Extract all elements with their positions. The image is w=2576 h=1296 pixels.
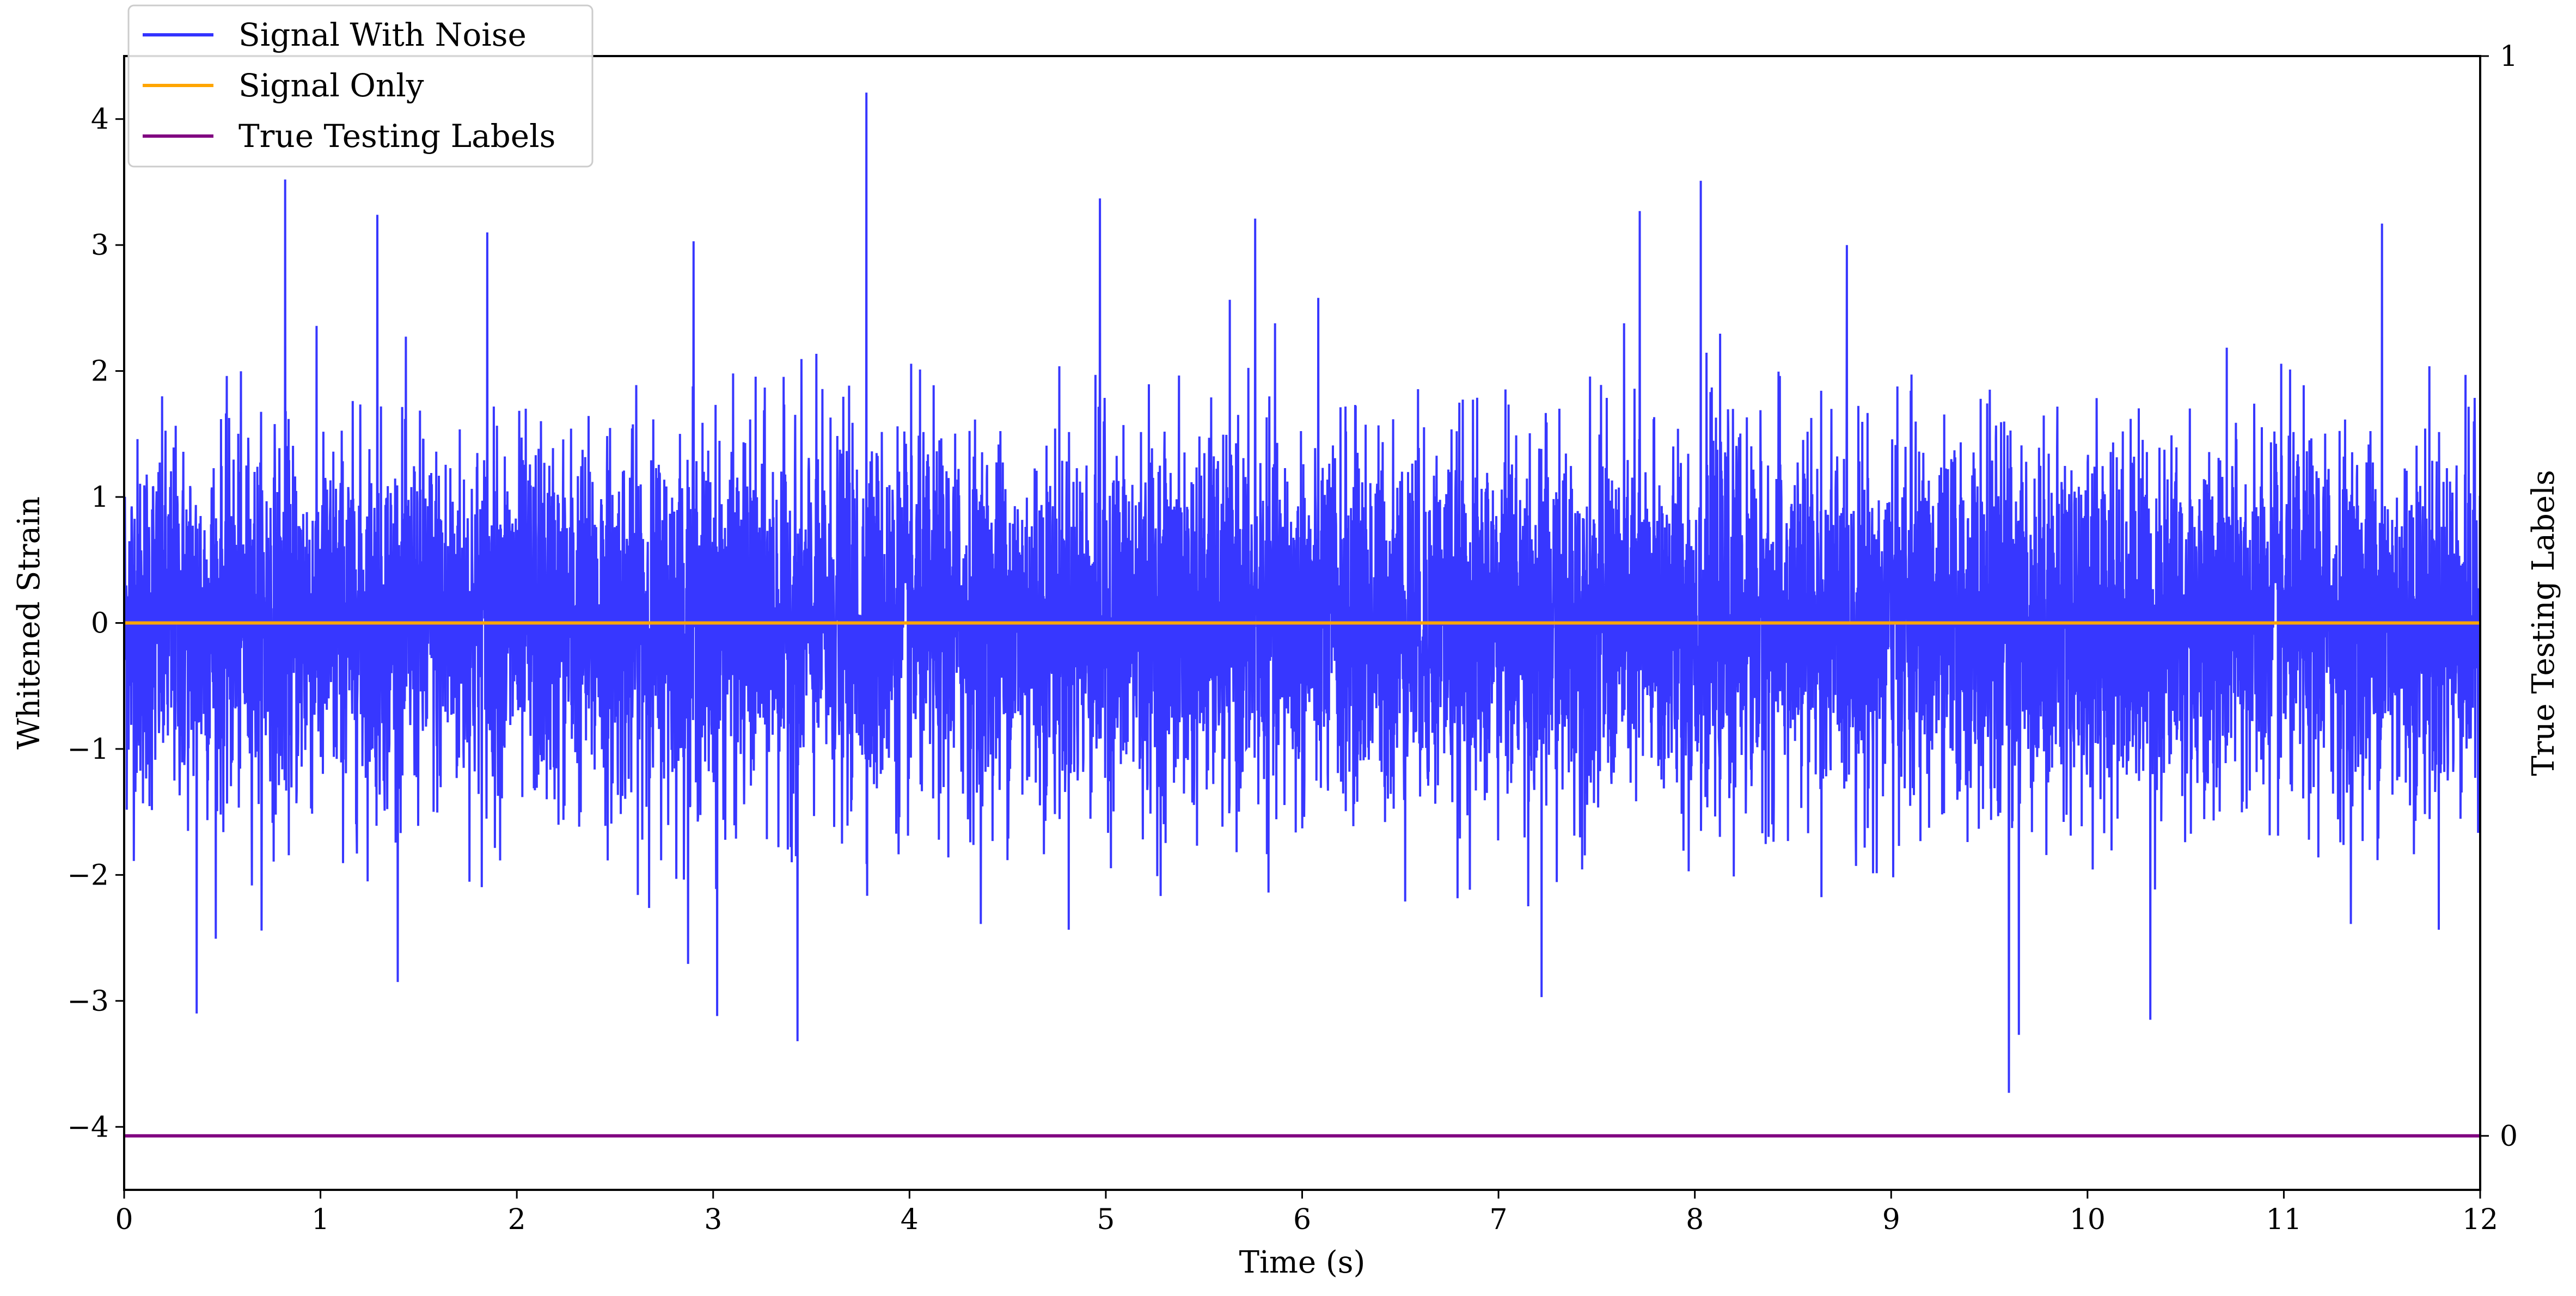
y-tick-label: −2: [67, 859, 109, 892]
y-tick-label: 0: [91, 607, 109, 640]
series-layer: [124, 93, 2480, 1138]
x-tick-label: 9: [1882, 1203, 1900, 1236]
y-tick-label: −1: [67, 733, 109, 766]
x-tick-label: 12: [2462, 1203, 2498, 1236]
y-tick-label: 1: [91, 481, 109, 514]
y2-axis-label: True Testing Labels: [2526, 470, 2561, 776]
y2-axis: 01: [2480, 40, 2518, 1153]
x-tick-label: 2: [508, 1203, 526, 1236]
legend-label-signal-with-noise: Signal With Noise: [238, 16, 527, 53]
x-tick-label: 7: [1490, 1203, 1508, 1236]
x-tick-label: 4: [901, 1203, 919, 1236]
series-signal-with-noise: [124, 93, 2480, 1093]
y-tick-label: −3: [67, 985, 109, 1018]
x-axis-label: Time (s): [1239, 1245, 1366, 1280]
y-tick-label: 2: [91, 355, 109, 388]
x-tick-label: 1: [311, 1203, 329, 1236]
x-tick-label: 8: [1686, 1203, 1704, 1236]
y-axis-label: Whitened Strain: [11, 496, 47, 750]
legend-box: [127, 4, 593, 168]
x-tick-label: 5: [1097, 1203, 1115, 1236]
legend-label-true-testing-labels: True Testing Labels: [238, 118, 555, 155]
legend: Signal With Noise Signal Only True Testi…: [127, 4, 593, 168]
x-axis: 0 1 2 3 4 5 6 7 8 9 10 11 12: [115, 1190, 2498, 1236]
x-tick-label: 11: [2266, 1203, 2302, 1236]
x-tick-label: 3: [704, 1203, 722, 1236]
y2-tick-label: 0: [2500, 1120, 2518, 1153]
y-tick-label: 3: [91, 229, 109, 262]
x-tick-label: 6: [1293, 1203, 1311, 1236]
y2-tick-label: 1: [2500, 40, 2518, 73]
y-tick-label: −4: [67, 1111, 109, 1144]
y-axis: −4 −3 −2 −1 0 1 2 3 4: [67, 103, 124, 1144]
legend-label-signal-only: Signal Only: [238, 67, 424, 104]
x-tick-label: 10: [2070, 1203, 2106, 1236]
y-tick-label: 4: [91, 103, 109, 136]
x-tick-label: 0: [115, 1203, 133, 1236]
